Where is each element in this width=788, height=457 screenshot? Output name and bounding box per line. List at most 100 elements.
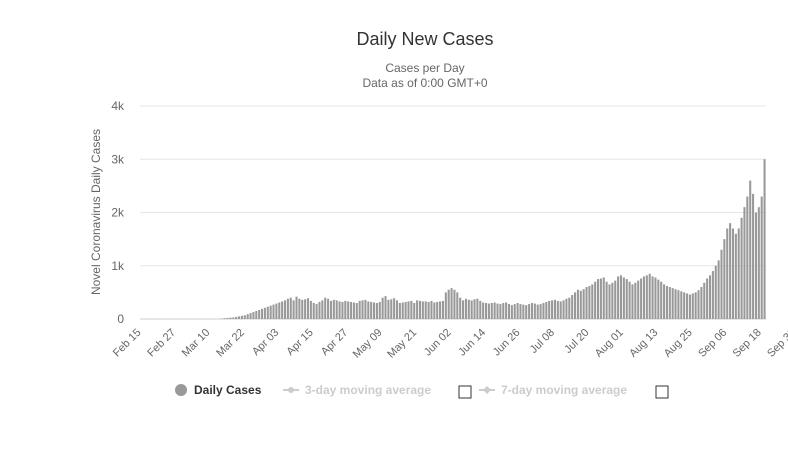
bar [596,279,600,319]
bar [617,276,620,319]
bar [387,299,390,319]
bar [571,295,574,319]
bar [252,312,255,319]
bar [499,304,502,319]
bar [625,279,628,319]
bar [513,304,516,319]
bar [444,292,447,320]
legend-item-7day-average[interactable]: 7-day moving average [479,383,627,397]
bar [324,297,327,319]
bar [706,278,709,319]
x-tick-label: Jul 08 [528,327,557,356]
bar [700,287,703,319]
bar [390,299,393,319]
x-tick-label: Jun 02 [422,327,454,359]
chart-subtitle-line1: Cases per Day [385,61,464,75]
bar [683,292,686,320]
bar [608,284,611,319]
bar [335,300,338,319]
bar [568,297,571,319]
bar [605,281,608,319]
bar [258,309,261,319]
bar [565,298,568,319]
bar [238,316,241,319]
bar [312,303,315,319]
bar [232,317,235,319]
bar [516,303,519,319]
bar [631,284,634,319]
bar [576,289,579,319]
bar [502,303,505,319]
bar [729,223,732,319]
bar [378,301,381,319]
legend-label-daily-cases: Daily Cases [194,383,262,397]
bar [691,293,694,319]
bar [375,303,378,319]
bar [275,303,278,319]
legend-label-3day-average: 3-day moving average [305,383,431,397]
x-tick-label: Aug 25 [662,327,695,360]
bar [668,287,671,319]
bar [479,300,482,319]
bar [433,302,436,319]
bar [487,303,490,319]
bar [436,301,439,319]
bar [263,307,266,319]
bar [261,308,264,319]
bar [556,300,559,319]
bar [708,275,712,319]
bar [737,228,740,319]
bar [255,311,258,319]
bar [418,300,422,319]
bar [507,304,511,319]
bar [373,302,376,319]
bar [223,318,226,319]
bar [361,300,364,319]
bar [295,296,298,319]
gridlines [140,105,766,320]
legend-checkbox-7day-average[interactable] [655,385,669,399]
bar [301,299,304,319]
bar [272,304,275,319]
bar [470,300,473,319]
x-tick-label: Jun 26 [491,327,523,359]
bar [645,275,648,319]
bar [579,290,582,319]
x-tick-label: Mar 22 [214,327,247,360]
legend-item-daily-cases[interactable]: Daily Cases [175,383,262,397]
y-axis-title: Novel Coronavirus Daily Cases [89,129,103,295]
bar [321,300,324,319]
bar [476,298,479,319]
bar [327,298,330,319]
bar [548,300,551,319]
bar [304,299,307,319]
bar [510,305,513,319]
x-tick-label: Sep 06 [696,327,729,360]
bar [453,289,456,319]
bar [315,304,318,319]
bar [760,196,763,319]
bar [410,300,413,319]
legend-marker-3day-average-icon [288,387,294,393]
bar [562,300,565,319]
x-axis-ticks: Feb 15 Feb 27 Mar 10 Mar 22 Apr 03 Apr 15 Apr … [111,327,788,361]
y-tick-label: 1k [111,259,125,273]
x-tick-label: Apr 15 [284,327,315,358]
bar [283,300,287,319]
bar [591,284,594,319]
bar [450,288,453,319]
bar [473,299,476,319]
bar [585,287,588,319]
legend-checkbox-3day-average[interactable] [458,385,472,399]
bar [720,249,723,319]
bar [266,306,269,319]
bar [278,302,281,319]
bar [525,305,528,319]
legend-item-3day-average[interactable]: 3-day moving average [283,383,431,397]
chart-subtitle-line2: Data as of 0:00 GMT+0 [362,76,487,90]
bar [490,303,493,319]
bar [395,300,399,319]
bar [648,273,651,319]
bar [671,288,674,319]
